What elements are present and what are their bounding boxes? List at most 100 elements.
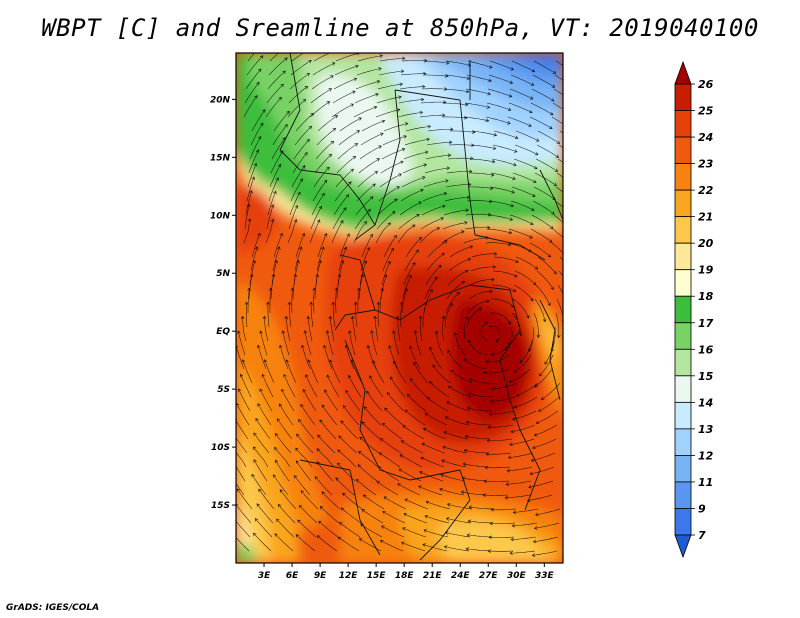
streamline-arrow bbox=[256, 81, 260, 86]
streamline-arrow bbox=[338, 435, 342, 439]
streamline bbox=[311, 193, 325, 216]
streamline bbox=[382, 423, 403, 440]
streamline bbox=[400, 73, 426, 76]
streamline bbox=[555, 312, 560, 338]
streamline-arrow bbox=[263, 359, 268, 363]
streamline bbox=[238, 388, 251, 412]
streamline-arrow bbox=[485, 360, 489, 364]
border-line bbox=[474, 234, 546, 261]
colorbar-top-triangle bbox=[674, 60, 692, 85]
streamline bbox=[536, 410, 559, 424]
streamline-arrow bbox=[556, 334, 561, 339]
streamline-arrow bbox=[429, 346, 433, 351]
streamline bbox=[380, 161, 404, 174]
streamline-arrow bbox=[465, 89, 470, 94]
streamline bbox=[508, 452, 534, 458]
streamline-arrow bbox=[304, 85, 309, 90]
streamline-arrow bbox=[278, 97, 282, 101]
streamline bbox=[424, 277, 438, 300]
streamline-arrow bbox=[399, 301, 404, 306]
streamline bbox=[287, 99, 306, 118]
streamline-arrow bbox=[530, 82, 535, 86]
streamline-arrow bbox=[492, 265, 497, 269]
streamline-arrow bbox=[380, 287, 384, 292]
streamline bbox=[291, 53, 304, 62]
streamline bbox=[246, 301, 248, 328]
streamline bbox=[506, 480, 532, 485]
streamline bbox=[236, 345, 245, 370]
streamline bbox=[246, 176, 255, 202]
streamline bbox=[537, 256, 557, 275]
streamline bbox=[533, 186, 556, 201]
streamline-arrow bbox=[357, 287, 361, 291]
lon-tick-label: 6E bbox=[286, 571, 299, 581]
streamline bbox=[236, 403, 250, 426]
streamline bbox=[448, 386, 472, 398]
streamline bbox=[462, 477, 488, 482]
streamline-arrow bbox=[415, 249, 419, 254]
streamline bbox=[424, 167, 450, 174]
streamline bbox=[444, 303, 453, 328]
streamline-arrow bbox=[284, 124, 288, 128]
streamline-arrow bbox=[323, 344, 327, 349]
streamlines bbox=[236, 53, 563, 557]
streamline bbox=[329, 316, 335, 342]
streamline bbox=[426, 397, 449, 412]
streamline bbox=[510, 424, 536, 433]
border-line bbox=[394, 89, 476, 236]
streamline-arrow bbox=[236, 488, 241, 492]
streamline bbox=[448, 144, 475, 146]
streamline bbox=[357, 288, 360, 314]
streamline bbox=[355, 302, 358, 328]
streamline bbox=[447, 503, 473, 510]
streamline-arrow bbox=[380, 132, 384, 136]
streamline-arrow bbox=[296, 460, 300, 464]
streamline bbox=[292, 274, 296, 300]
streamline bbox=[515, 256, 538, 270]
streamline-arrow bbox=[310, 112, 314, 117]
streamline-arrow bbox=[391, 211, 396, 215]
streamline bbox=[377, 198, 398, 216]
streamline bbox=[471, 130, 497, 136]
streamline-arrow bbox=[450, 369, 454, 373]
streamline bbox=[557, 284, 563, 295]
streamline bbox=[513, 508, 539, 513]
lon-tick-label: 33E bbox=[535, 571, 555, 581]
streamline bbox=[289, 73, 310, 90]
streamline bbox=[510, 550, 536, 554]
streamline-arrow bbox=[353, 301, 358, 305]
streamline bbox=[383, 123, 408, 132]
streamline bbox=[316, 461, 334, 482]
streamline bbox=[419, 114, 445, 118]
streamline bbox=[380, 438, 402, 454]
streamline bbox=[310, 302, 314, 328]
streamline-arrow bbox=[425, 150, 429, 155]
colorbar-segment bbox=[674, 348, 692, 377]
streamline bbox=[356, 68, 382, 76]
streamline bbox=[534, 522, 560, 529]
streamline bbox=[359, 436, 380, 454]
streamline bbox=[466, 421, 491, 426]
streamline bbox=[489, 410, 515, 415]
streamline bbox=[269, 287, 272, 314]
streamline-arrow bbox=[544, 361, 548, 365]
streamline-arrow bbox=[467, 392, 472, 396]
streamline bbox=[265, 219, 274, 244]
streamline bbox=[442, 446, 468, 454]
streamline bbox=[242, 359, 253, 384]
streamline-arrow bbox=[424, 515, 429, 519]
streamline bbox=[273, 474, 289, 496]
streamline bbox=[467, 534, 493, 538]
streamline-arrow bbox=[383, 496, 388, 500]
streamline bbox=[469, 506, 495, 510]
streamline-arrow bbox=[448, 385, 452, 390]
streamline-arrow bbox=[321, 192, 325, 197]
streamline bbox=[535, 158, 558, 172]
streamline bbox=[397, 224, 416, 244]
streamline-arrow bbox=[393, 360, 397, 365]
streamline-arrow bbox=[467, 519, 472, 524]
streamline bbox=[357, 464, 378, 482]
streamline-arrow bbox=[441, 252, 445, 256]
streamline-arrow bbox=[463, 448, 468, 453]
streamline bbox=[317, 233, 327, 258]
